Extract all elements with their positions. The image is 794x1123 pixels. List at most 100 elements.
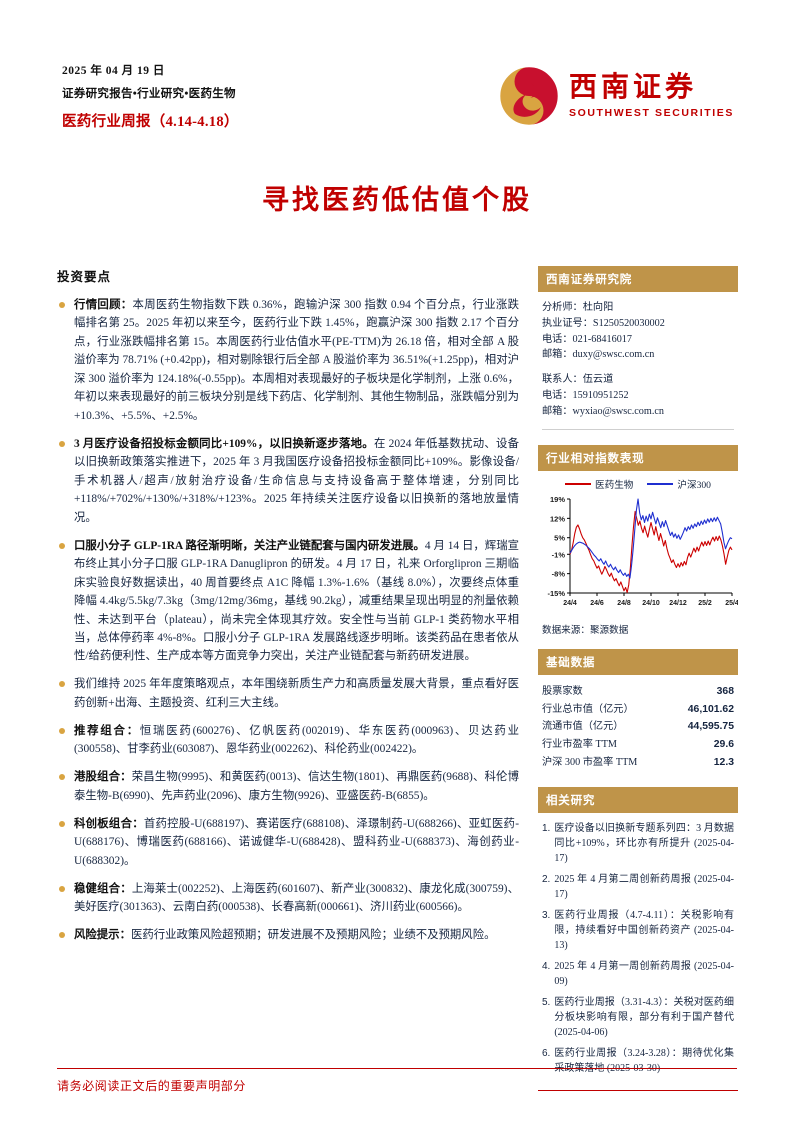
metric-label: 股票家数 [542,685,583,697]
logo-name-cn: 西南证券 [568,71,697,103]
logo-text: 西南证券 SOUTHWEST SECURITIES [568,71,734,119]
bullet-text: 恒瑞医药(600276)、亿帆医药(002019)、华东医药(000963)、贝… [74,724,519,756]
divider [542,428,734,430]
svg-text:-15%: -15% [547,589,565,598]
bullet-lead: 科创板组合： [74,817,144,830]
related-research-title: 相关研究 [538,787,738,814]
svg-text:24/6: 24/6 [590,600,604,607]
legend-item-series-1: 沪深300 [647,477,711,491]
bullet-lead: 口服小分子 GLP-1RA 路径渐明晰，关注产业链配套与国内研发进展。 [74,539,425,552]
chart-legend: 医药生物 沪深300 [540,477,736,491]
list-item: 风险提示：医药行业政策风险超预期；研发进展不及预期风险；业绩不及预期风险。 [57,926,519,944]
item-number: 3. [542,910,551,922]
legend-label: 医药生物 [595,479,634,491]
chart-source: 数据来源：聚源数据 [542,624,629,636]
bullet-text: 我们维持 2025 年年度策略观点，本年围绕新质生产力和高质量发展大背景，重点看… [74,678,519,709]
metric-value: 44,595.75 [687,721,734,733]
legend-item-series-0: 医药生物 [565,477,633,491]
contact-phone: 电话：15910951252 [542,390,629,402]
divider [57,1068,737,1069]
institute-panel: 西南证券研究院 分析师：杜向阳 执业证号：S1250520030002 电话：0… [538,266,738,432]
table-row: 股票家数 368 [542,683,734,701]
item-number: 4. [542,961,551,973]
basic-data-body: 股票家数 368 行业总市值（亿元） 46,101.62 流通市值（亿元） 44,595.… [538,675,738,774]
svg-text:-1%: -1% [552,550,566,559]
sidebar: 西南证券研究院 分析师：杜向阳 执业证号：S1250520030002 电话：0… [538,266,739,1104]
list-item: 科创板组合：首药控股-U(688197)、赛诺医疗(688108)、泽璟制药-U… [57,815,519,870]
svg-text:5%: 5% [554,533,565,542]
bullet-lead: 稳健组合： [74,882,132,895]
relative-index-chart: 医药生物 沪深300 19% 12% 5% -1% -8% -15% 24/4 24/6 24/… [538,471,739,636]
list-item[interactable]: 1. 医疗设备以旧换新专题系列四：3 月数据同比+109%，环比亦有所提升 (20… [542,821,734,866]
table-row: 流通市值（亿元） 44,595.75 [542,718,734,736]
related-research-body: 1. 医疗设备以旧换新专题系列四：3 月数据同比+109%，环比亦有所提升 (20… [538,813,738,1084]
item-text: 医药行业周报（3.31-4.3）：关税对医药细分板块影响有限，部分有利于国产替代… [554,997,734,1039]
bullet-text: 本周医药生物指数下跌 0.36%，跑输沪深 300 指数 0.94 个百分点，行… [74,299,519,422]
institute-panel-body: 分析师：杜向阳 执业证号：S1250520030002 电话：021-68416… [538,292,738,432]
logo-name-en: SOUTHWEST SECURITIES [568,106,734,119]
list-item: 口服小分子 GLP-1RA 路径渐明晰，关注产业链配套与国内研发进展。4 月 1… [57,537,519,666]
svg-text:24/4: 24/4 [563,600,577,607]
bullet-lead: 推荐组合： [74,724,140,737]
list-item: 3 月医疗设备招投标金额同比+109%，以旧换新逐步落地。在 2024 年低基数… [57,435,519,527]
metric-value: 368 [716,685,734,697]
item-number: 1. [542,823,551,835]
item-text: 2025 年 4 月第一周创新药周报 (2025-04-09) [554,961,734,988]
item-number: 6. [542,1048,551,1060]
bullet-text: 4 月 14 日，辉瑞宣布终止其小分子口服 GLP-1RA Danuglipro… [74,539,519,663]
basic-data-panel: 基础数据 股票家数 368 行业总市值（亿元） 46,101.62 流通市值（亿元） 44… [538,648,738,774]
logo-swirl-icon [499,66,559,126]
svg-text:24/10: 24/10 [642,600,660,607]
table-row: 行业市盈率 TTM 29.6 [542,736,734,754]
contact-name: 联系人：伍云道 [542,374,614,386]
legend-swatch-icon [565,482,592,485]
report-header: 2025 年 04 月 19 日 证券研究报告•行业研究•医药生物 医药行业周报… [62,62,734,152]
table-row: 行业总市值（亿元） 46,101.62 [542,701,734,719]
legend-swatch-icon [647,482,674,485]
contact-email: 邮箱：wyxiao@swsc.com.cn [542,405,664,417]
bullet-text: 在 2024 年低基数扰动、设备以旧换新政策落实推进下，2025 年 3 月我国… [74,437,519,524]
metric-label: 沪深 300 市盈率 TTM [542,757,638,769]
metric-label: 行业总市值（亿元） [542,703,634,715]
bullet-text: 首药控股-U(688197)、赛诺医疗(688108)、泽璟制药-U(68826… [74,817,519,867]
item-text: 医药行业周报（4.7-4.11）：关税影响有限，持续看好中国创新药资产 (202… [554,910,734,952]
analyst-name: 分析师：杜向阳 [542,302,614,313]
investment-points-heading: 投资要点 [57,270,112,284]
bullet-lead: 行情回顾： [74,299,133,311]
report-subtitle: 医药行业周报（4.14-4.18） [62,114,239,130]
metric-value: 12.3 [713,757,734,769]
list-item: 推荐组合：恒瑞医药(600276)、亿帆医药(002019)、华东医药(0009… [57,722,519,759]
metric-label: 行业市盈率 TTM [542,739,617,751]
index-performance-panel: 行业相对指数表现 医药生物 沪深300 19% 12% 5% -1% -8% -15% 24… [538,444,739,636]
main-content: 投资要点 行情回顾：本周医药生物指数下跌 0.36%，跑输沪深 300 指数 0… [57,266,519,954]
list-item: 稳健组合：上海莱士(002252)、上海医药(601607)、新产业(30083… [57,880,519,917]
metric-label: 流通市值（亿元） [542,721,624,733]
divider [538,1090,738,1092]
bullet-lead: 港股组合： [74,771,132,784]
company-logo: 西南证券 SOUTHWEST SECURITIES [499,66,734,126]
svg-text:25/4: 25/4 [725,600,738,607]
contact-block: 联系人：伍云道 电话：15910951252 邮箱：wyxiao@swsc.co… [542,372,734,419]
bullet-lead: 3 月医疗设备招投标金额同比+109%，以旧换新逐步落地。 [74,437,374,450]
report-date: 2025 年 04 月 19 日 [62,65,165,77]
institute-panel-title: 西南证券研究院 [538,266,738,292]
analyst-phone: 电话：021-68416017 [542,333,632,345]
bullet-text: 医药行业政策风险超预期；研发进展不及预期风险；业绩不及预期风险。 [130,929,496,942]
chart-plot: 19% 12% 5% -1% -8% -15% 24/4 24/6 24/8 24/10 24/12… [547,495,738,607]
list-item[interactable]: 5. 医药行业周报（3.31-4.3）：关税对医药细分板块影响有限，部分有利于国产… [542,995,734,1040]
svg-text:-8%: -8% [552,569,566,578]
svg-text:25/2: 25/2 [698,600,712,607]
svg-text:19%: 19% [550,495,565,504]
legend-label: 沪深300 [677,479,711,491]
table-row: 沪深 300 市盈率 TTM 12.3 [542,754,734,772]
list-item[interactable]: 3. 医药行业周报（4.7-4.11）：关税影响有限，持续看好中国创新药资产 (2… [542,908,734,953]
footer-disclaimer: 请务必阅读正文后的重要声明部分 [57,1079,247,1093]
item-number: 2. [542,874,551,886]
item-text: 2025 年 4 月第二周创新药周报 (2025-04-17) [554,874,734,901]
list-item: 港股组合：荣昌生物(9995)、和黄医药(0013)、信达生物(1801)、再鼎… [57,768,519,805]
list-item[interactable]: 2. 2025 年 4 月第二周创新药周报 (2025-04-17) [542,872,734,902]
list-item: 行情回顾：本周医药生物指数下跌 0.36%，跑输沪深 300 指数 0.94 个… [57,296,519,425]
header-left: 2025 年 04 月 19 日 证券研究报告•行业研究•医药生物 医药行业周报… [62,62,482,131]
list-item[interactable]: 4. 2025 年 4 月第一周创新药周报 (2025-04-09) [542,959,734,989]
chart-panel-title: 行业相对指数表现 [538,444,738,471]
